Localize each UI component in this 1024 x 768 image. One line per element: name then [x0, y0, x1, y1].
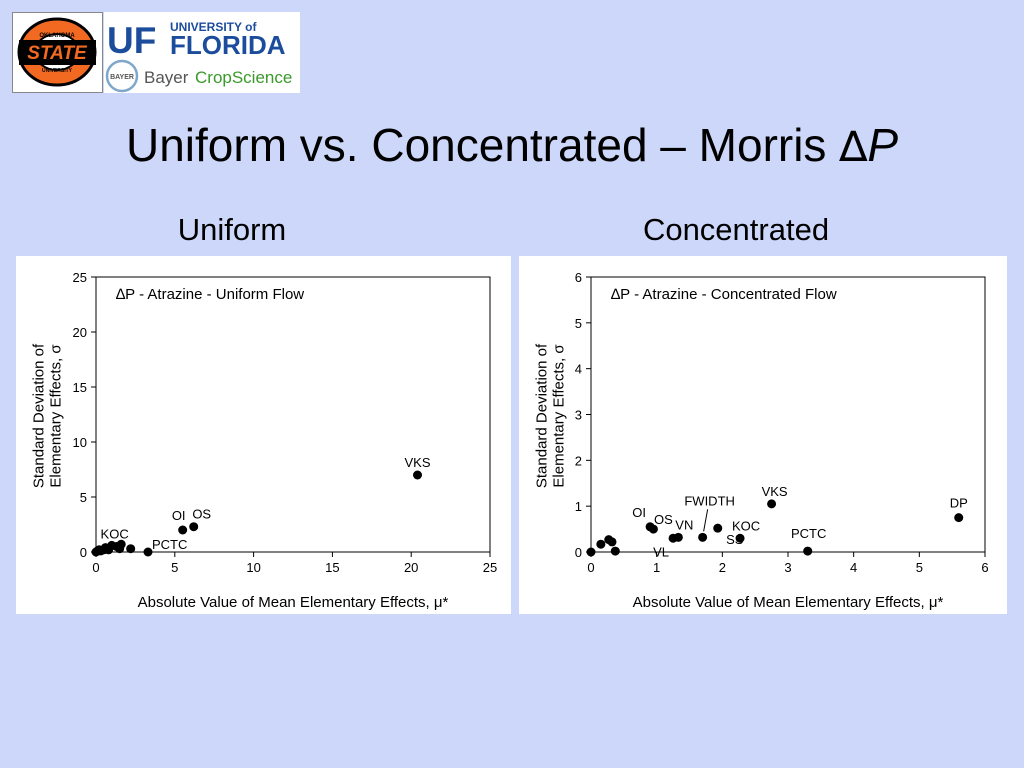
- point-label-oi: OI: [172, 508, 186, 523]
- osu-logo-main: STATE: [27, 43, 88, 64]
- point-label-oi: OI: [632, 505, 646, 520]
- data-point: [586, 547, 596, 557]
- data-point: [143, 547, 153, 557]
- x-axis-label: Absolute Value of Mean Elementary Effect…: [633, 594, 944, 611]
- y-tick-label: 15: [73, 380, 87, 395]
- point-label-vl: VL: [653, 544, 669, 559]
- x-tick-label: 3: [784, 560, 791, 575]
- y-tick-label: 4: [575, 362, 582, 377]
- x-tick-label: 15: [325, 560, 339, 575]
- y-tick-label: 5: [575, 316, 582, 331]
- y-axis-label-line2: Elementary Effects, σ: [550, 344, 567, 488]
- slide-title-text: Uniform vs. Concentrated – Morris: [125, 119, 840, 171]
- uniform-heading: Uniform: [177, 212, 287, 247]
- label-leader-line: [703, 509, 709, 532]
- point-label-koc: KOC: [732, 518, 760, 533]
- delta-symbol: ∆: [839, 122, 868, 171]
- title-p-symbol: P: [867, 119, 899, 171]
- y-tick-label: 1: [575, 499, 582, 514]
- x-axis-label: Absolute Value of Mean Elementary Effect…: [138, 594, 449, 611]
- x-tick-label: 10: [246, 560, 260, 575]
- cropscience-logo-word: CropScience: [195, 68, 292, 87]
- data-point: [735, 533, 745, 543]
- y-axis-label-line1: Standard Deviation of: [533, 343, 550, 488]
- x-tick-label: 1: [653, 560, 660, 575]
- osu-logo: OKLAHOMA STATE UNIVERSITY: [12, 12, 103, 93]
- data-point: [673, 532, 683, 542]
- plot-area: [590, 276, 986, 553]
- y-axis-label-line2: Elementary Effects, σ: [47, 344, 64, 488]
- data-point: [698, 532, 708, 542]
- point-label-os: OS: [192, 507, 211, 522]
- x-tick-label: 4: [850, 560, 857, 575]
- uf-bayer-logo: UF UNIVERSITY of FLORIDA BAYER Bayer Cro…: [104, 12, 300, 93]
- data-point: [713, 523, 723, 533]
- uf-logo-letters: UF: [107, 20, 156, 61]
- osu-logo-line2: UNIVERSITY: [42, 68, 73, 74]
- chart-title: ∆P - Atrazine - Concentrated Flow: [611, 286, 837, 303]
- y-axis-label: Standard Deviation of Elementary Effects,…: [533, 343, 567, 488]
- concentrated-scatter-chart: 0 1 2 3 4 5 6 0 1 2 3 4 5 6 ∆P - Atrazine - Concentrat…: [533, 270, 988, 611]
- x-tick-label: 2: [719, 560, 726, 575]
- point-label-vn: VN: [675, 517, 693, 532]
- concentrated-heading: Concentrated: [642, 212, 830, 247]
- y-tick-label: 10: [73, 435, 87, 450]
- bayer-logo-word: Bayer: [144, 68, 189, 87]
- data-point: [610, 546, 620, 556]
- x-tick-label: 5: [916, 560, 923, 575]
- data-point: [954, 513, 964, 523]
- data-point: [116, 539, 126, 549]
- concentrated-chart-panel: 0 1 2 3 4 5 6 0 1 2 3 4 5 6 ∆P - Atrazine - Concentrat…: [519, 256, 1007, 614]
- data-point: [607, 537, 617, 547]
- y-tick-label: 3: [575, 408, 582, 423]
- point-label-pctc: PCTC: [791, 526, 826, 541]
- data-point: [803, 546, 813, 556]
- point-label-vks: VKS: [762, 484, 788, 499]
- y-tick-label: 20: [73, 325, 87, 340]
- data-point: [189, 522, 199, 532]
- point-label-os: OS: [654, 512, 673, 527]
- chart-title: ∆P - Atrazine - Uniform Flow: [116, 286, 304, 303]
- y-tick-label: 25: [73, 270, 87, 285]
- x-tick-label: 25: [483, 560, 497, 575]
- point-label-dp: DP: [950, 496, 968, 511]
- point-label-fwidth: FWIDTH: [684, 493, 735, 508]
- x-tick-label: 0: [587, 560, 594, 575]
- plot-area: [95, 276, 491, 553]
- data-point: [596, 539, 606, 549]
- data-point: [126, 544, 136, 554]
- y-axis-label-line1: Standard Deviation of: [30, 343, 47, 488]
- uf-logo-florida: FLORIDA: [170, 30, 286, 60]
- data-point: [413, 470, 423, 480]
- data-point: [767, 499, 777, 509]
- x-tick-label: 5: [171, 560, 178, 575]
- y-tick-label: 5: [80, 490, 87, 505]
- point-label-pctc: PCTC: [152, 537, 187, 552]
- bayer-cross-icon: BAYER: [110, 74, 134, 81]
- point-label-koc: KOC: [101, 527, 129, 542]
- data-point: [648, 524, 658, 534]
- x-tick-label: 0: [92, 560, 99, 575]
- osu-logo-line1: OKLAHOMA: [39, 33, 75, 39]
- y-axis-label: Standard Deviation of Elementary Effects,…: [30, 343, 64, 488]
- x-tick-label: 20: [404, 560, 418, 575]
- y-tick-label: 6: [575, 270, 582, 285]
- slide-title: Uniform vs. Concentrated – Morris ∆P: [0, 118, 1024, 172]
- y-tick-label: 0: [80, 545, 87, 560]
- uf-logo-university: UNIVERSITY of: [170, 20, 257, 34]
- x-tick-label: 6: [981, 560, 988, 575]
- data-point: [178, 525, 188, 535]
- uniform-chart-panel: 0 5 10 15 20 25 0 5 10 15 20 25 ∆P - Atrazine - Unif…: [16, 256, 511, 614]
- point-label-vks: VKS: [404, 455, 430, 470]
- y-tick-label: 0: [575, 545, 582, 560]
- y-tick-label: 2: [575, 453, 582, 468]
- uniform-scatter-chart: 0 5 10 15 20 25 0 5 10 15 20 25 ∆P - Atrazine - Unif…: [30, 270, 497, 611]
